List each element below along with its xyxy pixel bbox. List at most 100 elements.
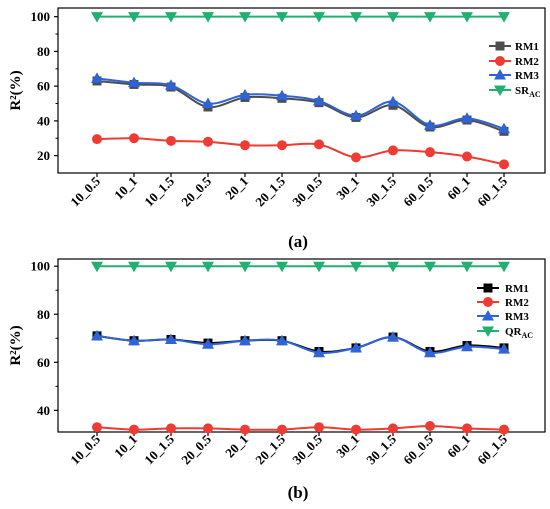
x-tick-label: 30_0.5: [289, 431, 325, 467]
data-point-rm2: [166, 423, 176, 434]
x-tick-label: 20_0.5: [178, 431, 214, 467]
y-axis-label: R²(%): [8, 325, 24, 365]
data-point-rm2: [499, 159, 509, 170]
data-point-sr: [128, 12, 140, 23]
data-point-rm2: [314, 422, 324, 433]
data-point-qr: [424, 261, 436, 273]
data-point-sr: [498, 12, 510, 23]
data-point-rm2: [388, 145, 398, 156]
data-point-rm3: [91, 329, 103, 341]
data-point-rm2: [129, 424, 139, 435]
legend-label: SRAC: [515, 85, 541, 99]
y-tick-label: 80: [37, 44, 50, 59]
x-tick-label: 20_0.5: [178, 173, 214, 209]
data-point-rm2: [351, 424, 361, 435]
x-tick-label: 60_1: [444, 174, 473, 203]
series-line-rm2: [96, 424, 505, 431]
data-point-rm3: [165, 333, 177, 344]
legend-marker: [482, 326, 494, 337]
data-point-sr: [350, 12, 362, 23]
data-point-rm3: [165, 79, 177, 90]
data-point-rm2: [277, 424, 287, 435]
data-point-rm2: [462, 151, 472, 162]
data-point-qr: [239, 261, 251, 273]
series-line-rm1: [96, 334, 505, 353]
data-point-rm2: [351, 152, 361, 163]
x-tick-label: 10_1.5: [141, 431, 177, 467]
data-point-rm2: [92, 134, 102, 145]
data-point-rm2: [203, 423, 213, 434]
x-tick-label: 30_1.5: [363, 173, 399, 209]
legend-label: RM2: [505, 297, 529, 309]
legend-label: RM3: [515, 70, 539, 82]
data-point-qr: [498, 261, 510, 273]
data-point-rm3: [424, 119, 436, 130]
x-tick-label: 30_1.5: [363, 431, 399, 467]
data-point-rm3: [313, 94, 325, 106]
x-tick-label: 60_1.5: [474, 173, 510, 209]
legend-marker: [494, 85, 506, 96]
data-point-rm2: [92, 422, 102, 433]
data-point-rm2: [166, 135, 176, 146]
data-point-rm3: [461, 112, 473, 123]
x-tick-label: 60_0.5: [400, 173, 436, 209]
legend-marker: [483, 297, 493, 307]
chart-panel-b: 40 60 80 100 10_0.5 10_1 10_1.5 20_0.5 20_1 20_1.…: [8, 258, 546, 502]
legend-label: QRAC: [505, 326, 533, 340]
data-point-qr: [461, 261, 473, 273]
x-tick-label: 20_1.5: [252, 173, 288, 209]
legend-label: RM3: [505, 311, 529, 323]
x-tick-label: 10_1: [111, 432, 140, 461]
data-point-qr: [313, 261, 325, 273]
data-point-sr: [165, 12, 177, 23]
x-tick-label: 60_1: [444, 432, 473, 461]
data-point-rm3: [498, 122, 510, 134]
data-point-rm3: [387, 331, 399, 342]
data-point-rm3: [239, 88, 251, 100]
data-point-rm3: [498, 343, 510, 354]
data-point-rm2: [462, 423, 472, 434]
x-tick-label: 30_1: [333, 432, 362, 461]
y-tick-label: 60: [37, 79, 50, 94]
data-point-rm2: [388, 423, 398, 434]
data-point-sr: [91, 12, 103, 23]
x-tick-label: 20_1.5: [252, 431, 288, 467]
data-point-qr: [387, 261, 399, 273]
y-axis-label: R²(%): [8, 70, 24, 110]
data-point-rm2: [314, 139, 324, 150]
data-point-qr: [165, 261, 177, 273]
legend-label: RM1: [505, 283, 529, 295]
y-tick-label: 40: [37, 113, 50, 128]
data-point-rm2: [425, 420, 435, 431]
x-tick-label: 10_1: [111, 174, 140, 203]
data-point-rm3: [239, 334, 251, 346]
x-tick-label: 10_0.5: [67, 431, 103, 467]
x-tick-label: 10_0.5: [67, 173, 103, 209]
data-point-sr: [202, 12, 214, 23]
x-tick-label: 30_0.5: [289, 173, 325, 209]
plot-frame: [57, 7, 546, 174]
data-point-rm3: [276, 334, 288, 346]
x-tick-label: 60_1.5: [474, 431, 510, 467]
data-point-rm3: [350, 341, 362, 353]
data-point-qr: [128, 261, 140, 273]
data-point-rm3: [387, 95, 399, 107]
data-point-rm2: [499, 424, 509, 435]
y-tick-label: 20: [37, 148, 50, 163]
legend-marker: [495, 56, 505, 66]
legend-marker: [494, 69, 506, 80]
y-tick-label: 60: [37, 355, 50, 370]
data-point-sr: [276, 12, 288, 23]
data-point-rm3: [461, 340, 473, 352]
data-point-sr: [313, 12, 325, 23]
data-point-rm2: [129, 133, 139, 144]
data-point-qr: [276, 261, 288, 273]
data-point-rm3: [276, 89, 288, 101]
x-tick-label: 10_1.5: [141, 173, 177, 209]
y-tick-label: 40: [37, 403, 50, 418]
x-tick-label: 20_1: [222, 174, 251, 203]
data-point-rm3: [202, 338, 214, 349]
data-point-qr: [350, 261, 362, 273]
chart-panel-a: 20 40 60 80 100 10_0.5 10_1 10_1.5 20_0.5 20_1 20_…: [8, 7, 546, 251]
